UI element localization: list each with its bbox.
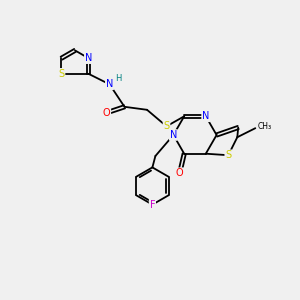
Text: CH₃: CH₃: [258, 122, 272, 131]
Text: N: N: [106, 79, 113, 89]
Text: S: S: [164, 121, 169, 131]
Text: F: F: [150, 200, 155, 210]
Text: N: N: [202, 111, 209, 121]
Text: H: H: [115, 74, 121, 83]
Text: N: N: [170, 130, 177, 140]
Text: N: N: [85, 53, 92, 63]
Text: S: S: [58, 69, 64, 79]
Text: O: O: [176, 168, 184, 178]
Text: S: S: [225, 150, 231, 160]
Text: O: O: [103, 108, 110, 118]
